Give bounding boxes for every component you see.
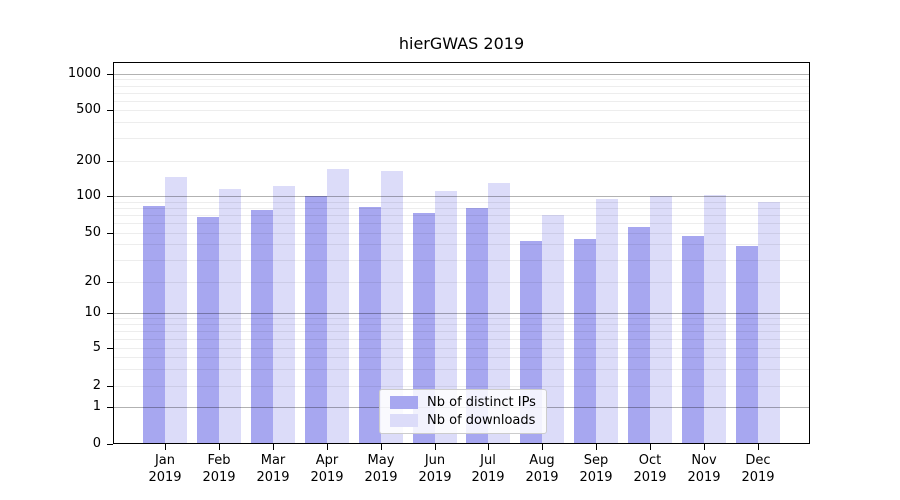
y-tick-label-500: 500: [76, 102, 101, 117]
bar-nb-of-downloads-jul-2019: [488, 183, 511, 443]
y-tick-label-50: 50: [84, 225, 101, 240]
bar-nb-of-downloads-may-2019: [380, 171, 403, 443]
y-tick-label-200: 200: [76, 153, 101, 168]
y-tick-mark-50: [107, 233, 113, 234]
bar-nb-of-distinct-ips-jul-2019: [466, 208, 489, 443]
legend: Nb of distinct IPs Nb of downloads: [379, 389, 547, 434]
y-tick-label-100: 100: [76, 188, 101, 203]
bar-nb-of-distinct-ips-apr-2019: [304, 196, 327, 443]
bars-layer: [114, 63, 809, 443]
y-tick-mark-1: [107, 407, 113, 408]
bar-nb-of-downloads-dec-2019: [757, 201, 780, 443]
y-tick-mark-200: [107, 161, 113, 162]
x-tick-label-jun-2019: Jun 2019: [418, 453, 452, 485]
y-tick-label-1: 1: [92, 399, 101, 414]
bar-nb-of-downloads-nov-2019: [704, 194, 727, 443]
legend-item-distinct-ips: Nb of distinct IPs: [390, 395, 536, 410]
x-tick-mark-jun-2019: [435, 444, 436, 450]
x-tick-mark-mar-2019: [273, 444, 274, 450]
chart-title: hierGWAS 2019: [398, 34, 525, 53]
y-tick-mark-1000: [107, 74, 113, 75]
y-tick-mark-2: [107, 386, 113, 387]
y-tick-label-1000: 1000: [67, 66, 101, 81]
bar-nb-of-downloads-jun-2019: [434, 191, 457, 443]
bar-nb-of-distinct-ips-dec-2019: [735, 245, 758, 443]
legend-label-distinct-ips: Nb of distinct IPs: [427, 395, 536, 410]
bar-nb-of-distinct-ips-jun-2019: [412, 213, 435, 443]
x-tick-mark-feb-2019: [219, 444, 220, 450]
x-tick-mark-aug-2019: [542, 444, 543, 450]
x-tick-label-mar-2019: Mar 2019: [256, 453, 290, 485]
x-tick-label-nov-2019: Nov 2019: [687, 453, 721, 485]
y-tick-label-20: 20: [84, 274, 101, 289]
x-tick-mark-nov-2019: [704, 444, 705, 450]
x-tick-label-may-2019: May 2019: [364, 453, 398, 485]
bar-nb-of-downloads-oct-2019: [650, 196, 673, 443]
x-tick-label-feb-2019: Feb 2019: [202, 453, 236, 485]
bar-nb-of-distinct-ips-mar-2019: [250, 210, 273, 443]
y-tick-label-5: 5: [92, 340, 101, 355]
y-tick-mark-0: [107, 444, 113, 445]
bar-nb-of-distinct-ips-sep-2019: [574, 239, 597, 443]
x-tick-label-jul-2019: Jul 2019: [471, 453, 505, 485]
bar-nb-of-distinct-ips-jan-2019: [143, 205, 165, 443]
y-tick-mark-10: [107, 313, 113, 314]
legend-swatch-downloads: [390, 414, 418, 427]
x-tick-label-dec-2019: Dec 2019: [741, 453, 775, 485]
x-tick-mark-oct-2019: [650, 444, 651, 450]
x-tick-mark-apr-2019: [327, 444, 328, 450]
bar-nb-of-downloads-feb-2019: [218, 188, 241, 443]
y-tick-mark-500: [107, 110, 113, 111]
y-tick-mark-5: [107, 348, 113, 349]
bar-nb-of-downloads-sep-2019: [596, 198, 619, 443]
x-tick-label-oct-2019: Oct 2019: [633, 453, 667, 485]
legend-swatch-distinct-ips: [390, 396, 418, 409]
x-tick-label-jan-2019: Jan 2019: [148, 453, 182, 485]
x-tick-label-apr-2019: Apr 2019: [310, 453, 344, 485]
plot-area: [113, 62, 810, 444]
bar-nb-of-downloads-aug-2019: [542, 214, 565, 443]
bar-nb-of-downloads-mar-2019: [272, 185, 295, 443]
y-tick-mark-100: [107, 196, 113, 197]
bar-nb-of-distinct-ips-nov-2019: [682, 235, 705, 443]
bar-nb-of-distinct-ips-feb-2019: [196, 217, 219, 443]
y-tick-label-2: 2: [92, 378, 101, 393]
bar-nb-of-downloads-apr-2019: [326, 169, 349, 443]
x-tick-label-sep-2019: Sep 2019: [579, 453, 613, 485]
x-tick-label-aug-2019: Aug 2019: [525, 453, 559, 485]
x-tick-mark-jan-2019: [165, 444, 166, 450]
y-tick-mark-20: [107, 282, 113, 283]
x-tick-mark-jul-2019: [488, 444, 489, 450]
bar-nb-of-downloads-jan-2019: [165, 176, 187, 443]
x-tick-mark-sep-2019: [596, 444, 597, 450]
legend-label-downloads: Nb of downloads: [427, 413, 536, 428]
y-tick-label-0: 0: [92, 436, 101, 451]
x-tick-mark-may-2019: [381, 444, 382, 450]
x-tick-mark-dec-2019: [758, 444, 759, 450]
legend-item-downloads: Nb of downloads: [390, 413, 536, 428]
bar-nb-of-distinct-ips-oct-2019: [628, 226, 651, 443]
bar-nb-of-distinct-ips-may-2019: [358, 207, 381, 443]
y-tick-label-10: 10: [84, 305, 101, 320]
